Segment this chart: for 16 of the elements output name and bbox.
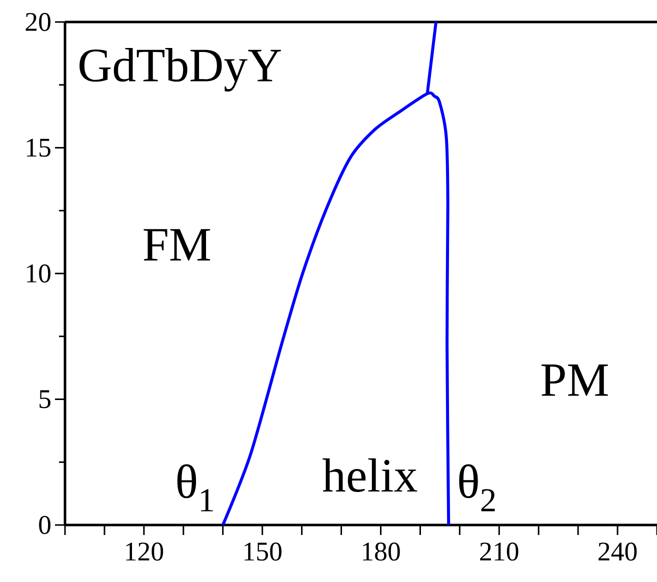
x-tick-label: 180 (362, 542, 400, 561)
x-tick-label: 150 (244, 542, 282, 561)
x-tick-label: 240 (598, 542, 637, 561)
annotation: θ$_{2}$ (459, 464, 495, 512)
annotation: helix (322, 458, 418, 492)
y-tick-label: 5 (40, 390, 50, 408)
x-tick-label: 210 (480, 542, 518, 561)
y-tick-label: 10 (26, 264, 50, 283)
annotation: θ$_{1}$ (177, 464, 213, 512)
annotation: FM (144, 229, 210, 260)
y-tick-label: 0 (39, 516, 50, 534)
y-tick-label: 15 (26, 138, 50, 157)
x-tick-label: 120 (126, 542, 164, 561)
y-tick-label: 20 (26, 12, 50, 32)
annotation: GdTbDyY (80, 48, 281, 92)
annotation: PM (542, 364, 608, 396)
